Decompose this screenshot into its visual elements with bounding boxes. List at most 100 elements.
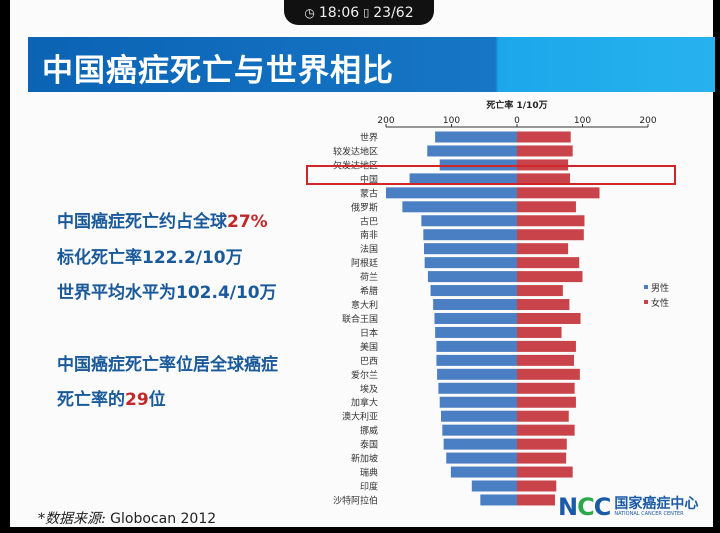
bar-female bbox=[517, 396, 576, 408]
bullet-suffix: 位 bbox=[148, 390, 166, 410]
tick-label: 200 bbox=[639, 116, 656, 126]
logo-name-cn: 国家癌症中心 bbox=[614, 496, 699, 512]
bar-male bbox=[450, 466, 517, 478]
bar-male bbox=[435, 326, 517, 338]
category-label: 中国 bbox=[360, 173, 378, 185]
title-bar: 中国癌症死亡与世界相比 bbox=[28, 37, 715, 92]
category-label: 荷兰 bbox=[360, 271, 378, 283]
bar-female bbox=[517, 215, 585, 227]
bar-male bbox=[433, 299, 517, 311]
bar-female bbox=[517, 285, 563, 297]
slide-title: 中国癌症死亡与世界相比 bbox=[42, 53, 394, 89]
bar-male bbox=[441, 410, 517, 422]
category-label: 新加坡 bbox=[351, 453, 378, 465]
bar-female bbox=[517, 243, 569, 255]
bar-male bbox=[439, 159, 517, 171]
bar-male bbox=[434, 312, 517, 324]
bullet-text: 中国癌症死亡约占全球 bbox=[57, 212, 227, 232]
chart-title: 死亡率 1/10万 bbox=[485, 99, 547, 111]
bullet-text: 死亡率的 bbox=[57, 390, 125, 410]
bar-female bbox=[517, 368, 580, 380]
bar-female bbox=[517, 201, 576, 213]
x-axis: 200 100 0 100 200 bbox=[377, 116, 657, 128]
tick-label: 100 bbox=[574, 116, 591, 126]
ncc-logo: NCC 国家癌症中心 NATIONAL CANCER CENTER bbox=[558, 493, 698, 521]
category-labels: 世界较发达地区欠发达地区中国蒙古俄罗斯古巴南非法国阿根廷荷兰希腊意大利联合王国日… bbox=[333, 132, 378, 507]
legend-label: 男性 bbox=[651, 282, 669, 294]
bar-female bbox=[517, 271, 583, 283]
bar-female bbox=[517, 257, 580, 269]
category-label: 泰国 bbox=[360, 439, 378, 451]
bar-male bbox=[402, 201, 517, 213]
tick-label: 200 bbox=[377, 116, 394, 126]
bar-female bbox=[517, 229, 584, 241]
logo-name-en: NATIONAL CANCER CENTER bbox=[614, 511, 684, 517]
category-label: 古巴 bbox=[360, 215, 378, 227]
bar-female bbox=[517, 340, 576, 352]
category-label: 澳大利亚 bbox=[342, 411, 378, 423]
status-time: 18:06 bbox=[318, 4, 360, 21]
bar-female bbox=[517, 187, 600, 199]
bar-female bbox=[517, 494, 555, 506]
legend-swatch bbox=[644, 300, 648, 304]
bar-female bbox=[517, 354, 574, 366]
bar-female bbox=[517, 299, 570, 311]
bar-male bbox=[427, 271, 517, 283]
bar-female bbox=[517, 466, 573, 478]
category-label: 世界 bbox=[360, 132, 378, 144]
category-label: 希腊 bbox=[360, 285, 378, 297]
category-label: 俄罗斯 bbox=[351, 201, 378, 213]
status-bar: ◷ 18:06 ▯ 23/62 bbox=[284, 0, 434, 25]
bars bbox=[386, 131, 600, 506]
bullet-1: 中国癌症死亡约占全球27% bbox=[57, 207, 268, 232]
bar-male bbox=[471, 480, 517, 492]
bar-male bbox=[439, 396, 517, 408]
category-label: 法国 bbox=[360, 243, 378, 255]
slide: 中国癌症死亡与世界相比 中国癌症死亡约占全球27% 标化死亡率122.2/10万… bbox=[10, 0, 715, 528]
category-label: 南非 bbox=[360, 229, 378, 241]
bar-male bbox=[430, 285, 517, 297]
logo-mark: NCC bbox=[558, 493, 611, 521]
bar-male bbox=[421, 215, 517, 227]
bar-female bbox=[517, 131, 571, 143]
bullet-3: 世界平均水平为102.4/10万 bbox=[57, 278, 277, 303]
bullet-2: 标化死亡率122.2/10万 bbox=[57, 243, 243, 268]
bar-male bbox=[443, 438, 517, 450]
bar-male bbox=[480, 494, 517, 506]
bar-female bbox=[517, 438, 567, 450]
bar-male bbox=[436, 340, 517, 352]
category-label: 阿根廷 bbox=[351, 257, 378, 269]
page-icon: ▯ bbox=[363, 6, 370, 19]
category-label: 挪威 bbox=[360, 425, 378, 437]
bar-male bbox=[435, 131, 517, 143]
tick-label: 100 bbox=[443, 116, 460, 126]
bar-female bbox=[517, 159, 569, 171]
bar-female bbox=[517, 452, 567, 464]
category-label: 联合王国 bbox=[342, 313, 378, 325]
category-label: 印度 bbox=[360, 481, 378, 493]
clock-icon: ◷ bbox=[304, 5, 315, 20]
bar-male bbox=[437, 368, 517, 380]
bar-female bbox=[517, 326, 562, 338]
bar-female bbox=[517, 145, 573, 157]
category-label: 埃及 bbox=[360, 383, 378, 395]
category-label: 蒙古 bbox=[360, 187, 378, 199]
bullet-highlight: 27% bbox=[227, 212, 268, 232]
category-label: 沙特阿拉伯 bbox=[333, 494, 378, 506]
bullet-text: 世界平均水平为102.4/10万 bbox=[57, 283, 277, 303]
category-label: 意大利 bbox=[351, 299, 378, 311]
bullet-text: 标化死亡率122.2/10万 bbox=[57, 248, 243, 268]
bullet-4: 中国癌症死亡率位居全球癌症 bbox=[57, 350, 278, 375]
data-source: *数据来源: Globocan 2012 bbox=[38, 508, 216, 528]
status-page: 23/62 bbox=[373, 4, 414, 21]
bullet-highlight: 29 bbox=[125, 390, 149, 410]
bar-male bbox=[423, 229, 517, 241]
bullet-5: 死亡率的29位 bbox=[57, 385, 166, 410]
bar-female bbox=[517, 424, 575, 436]
legend-swatch bbox=[644, 285, 648, 289]
legend-label: 女性 bbox=[651, 297, 669, 309]
bar-male bbox=[436, 354, 517, 366]
bar-male bbox=[446, 452, 517, 464]
